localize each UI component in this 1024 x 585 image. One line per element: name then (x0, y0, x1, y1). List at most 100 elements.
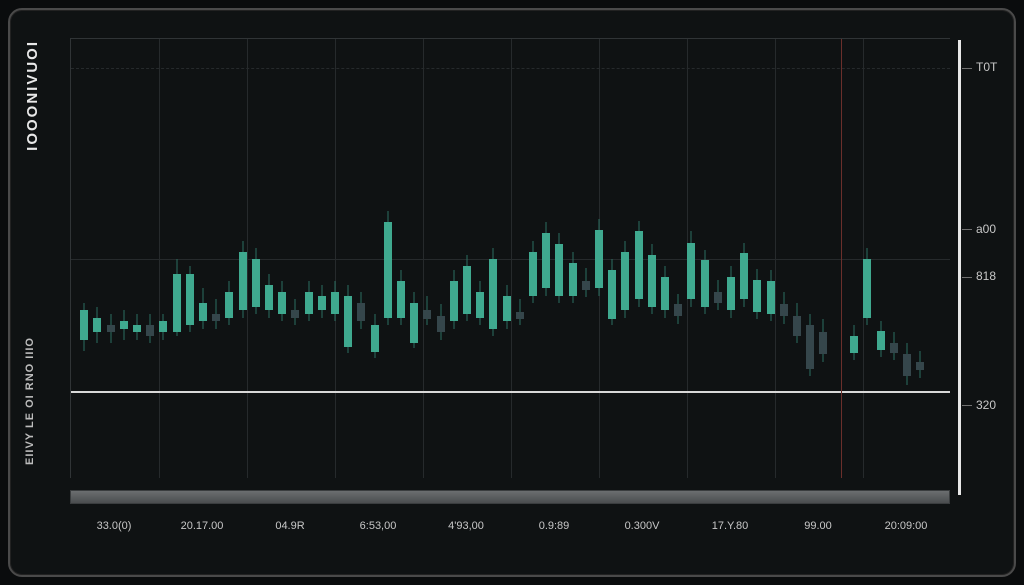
candle[interactable] (608, 259, 616, 325)
candle-body (120, 321, 128, 328)
candle[interactable] (767, 270, 775, 321)
horizontal-scrollbar[interactable] (70, 490, 950, 504)
candle[interactable] (780, 292, 788, 324)
candle[interactable] (239, 241, 247, 318)
candle[interactable] (516, 299, 524, 325)
candle-body (463, 266, 471, 314)
candle[interactable] (635, 221, 643, 307)
candle-body (384, 222, 392, 317)
candle-body (674, 304, 682, 316)
candle[interactable] (146, 314, 154, 343)
candle-body (291, 310, 299, 317)
candle-body (569, 263, 577, 296)
candle-body (397, 281, 405, 318)
candle[interactable] (252, 248, 260, 314)
candle[interactable] (305, 281, 313, 321)
candle[interactable] (687, 231, 695, 307)
candle[interactable] (291, 299, 299, 325)
candle-body (331, 292, 339, 314)
candle[interactable] (569, 252, 577, 303)
right-axis: T0Ta00818320 (962, 38, 1022, 478)
candle-body (648, 255, 656, 307)
candle[interactable] (806, 314, 814, 376)
candle[interactable] (661, 266, 669, 317)
candle[interactable] (503, 285, 511, 329)
candle[interactable] (555, 233, 563, 303)
candle[interactable] (423, 296, 431, 325)
candle[interactable] (384, 211, 392, 325)
candle[interactable] (410, 292, 418, 348)
x-axis-tick: 33.0(0) (97, 520, 132, 532)
candle[interactable] (93, 307, 101, 344)
scrollbar-thumb[interactable] (71, 491, 949, 503)
candle[interactable] (793, 303, 801, 343)
candle[interactable] (877, 321, 885, 358)
candle[interactable] (476, 281, 484, 325)
candle[interactable] (648, 244, 656, 314)
candle[interactable] (278, 281, 286, 321)
candle[interactable] (916, 351, 924, 378)
candle[interactable] (80, 303, 88, 351)
candle-body (503, 296, 511, 322)
candle[interactable] (903, 343, 911, 385)
candle-body (278, 292, 286, 314)
candle[interactable] (714, 280, 722, 311)
candle[interactable] (318, 285, 326, 318)
candle[interactable] (529, 241, 537, 303)
candle[interactable] (863, 248, 871, 325)
candle[interactable] (133, 314, 141, 340)
candle-body (173, 274, 181, 333)
candle[interactable] (819, 319, 827, 362)
candle[interactable] (186, 266, 194, 332)
candle-body (239, 252, 247, 311)
candle-body (344, 296, 352, 347)
candle[interactable] (159, 314, 167, 340)
candle[interactable] (265, 274, 273, 318)
candle[interactable] (621, 241, 629, 318)
grid-horizontal (71, 68, 950, 69)
candle[interactable] (107, 314, 115, 343)
candle[interactable] (582, 268, 590, 297)
candle-body (529, 252, 537, 296)
candle-body (437, 316, 445, 332)
plot-area[interactable] (70, 38, 950, 478)
candle[interactable] (344, 285, 352, 353)
candle[interactable] (753, 269, 761, 319)
candle[interactable] (199, 288, 207, 328)
candle[interactable] (225, 281, 233, 325)
cursor-line (841, 39, 842, 478)
candle[interactable] (450, 270, 458, 329)
candle[interactable] (212, 299, 220, 328)
candle[interactable] (740, 243, 748, 307)
candle[interactable] (595, 219, 603, 296)
candle-body (252, 259, 260, 307)
candle[interactable] (173, 259, 181, 336)
candle-body (806, 325, 814, 369)
candle[interactable] (463, 255, 471, 321)
candle[interactable] (701, 250, 709, 314)
right-axis-tick: 818 (962, 269, 1022, 283)
candle-body (877, 331, 885, 350)
candle[interactable] (489, 248, 497, 336)
candle[interactable] (331, 281, 339, 321)
candle[interactable] (397, 270, 405, 325)
candle-body (661, 277, 669, 310)
candle-body (863, 259, 871, 318)
candle-body (608, 270, 616, 319)
candle[interactable] (727, 266, 735, 317)
candle[interactable] (890, 332, 898, 360)
x-axis-tick: 99.00 (804, 520, 832, 532)
candle-body (265, 285, 273, 311)
x-axis-tick: 20.17.00 (181, 520, 224, 532)
candle-body (916, 362, 924, 371)
candle[interactable] (674, 294, 682, 323)
candle[interactable] (850, 325, 858, 360)
candle[interactable] (120, 310, 128, 339)
candle[interactable] (437, 304, 445, 339)
candle-body (701, 260, 709, 306)
candle[interactable] (357, 292, 365, 329)
candle[interactable] (371, 314, 379, 358)
right-axis-tick: a00 (962, 222, 1022, 236)
candle[interactable] (542, 222, 550, 295)
candle-body (450, 281, 458, 321)
